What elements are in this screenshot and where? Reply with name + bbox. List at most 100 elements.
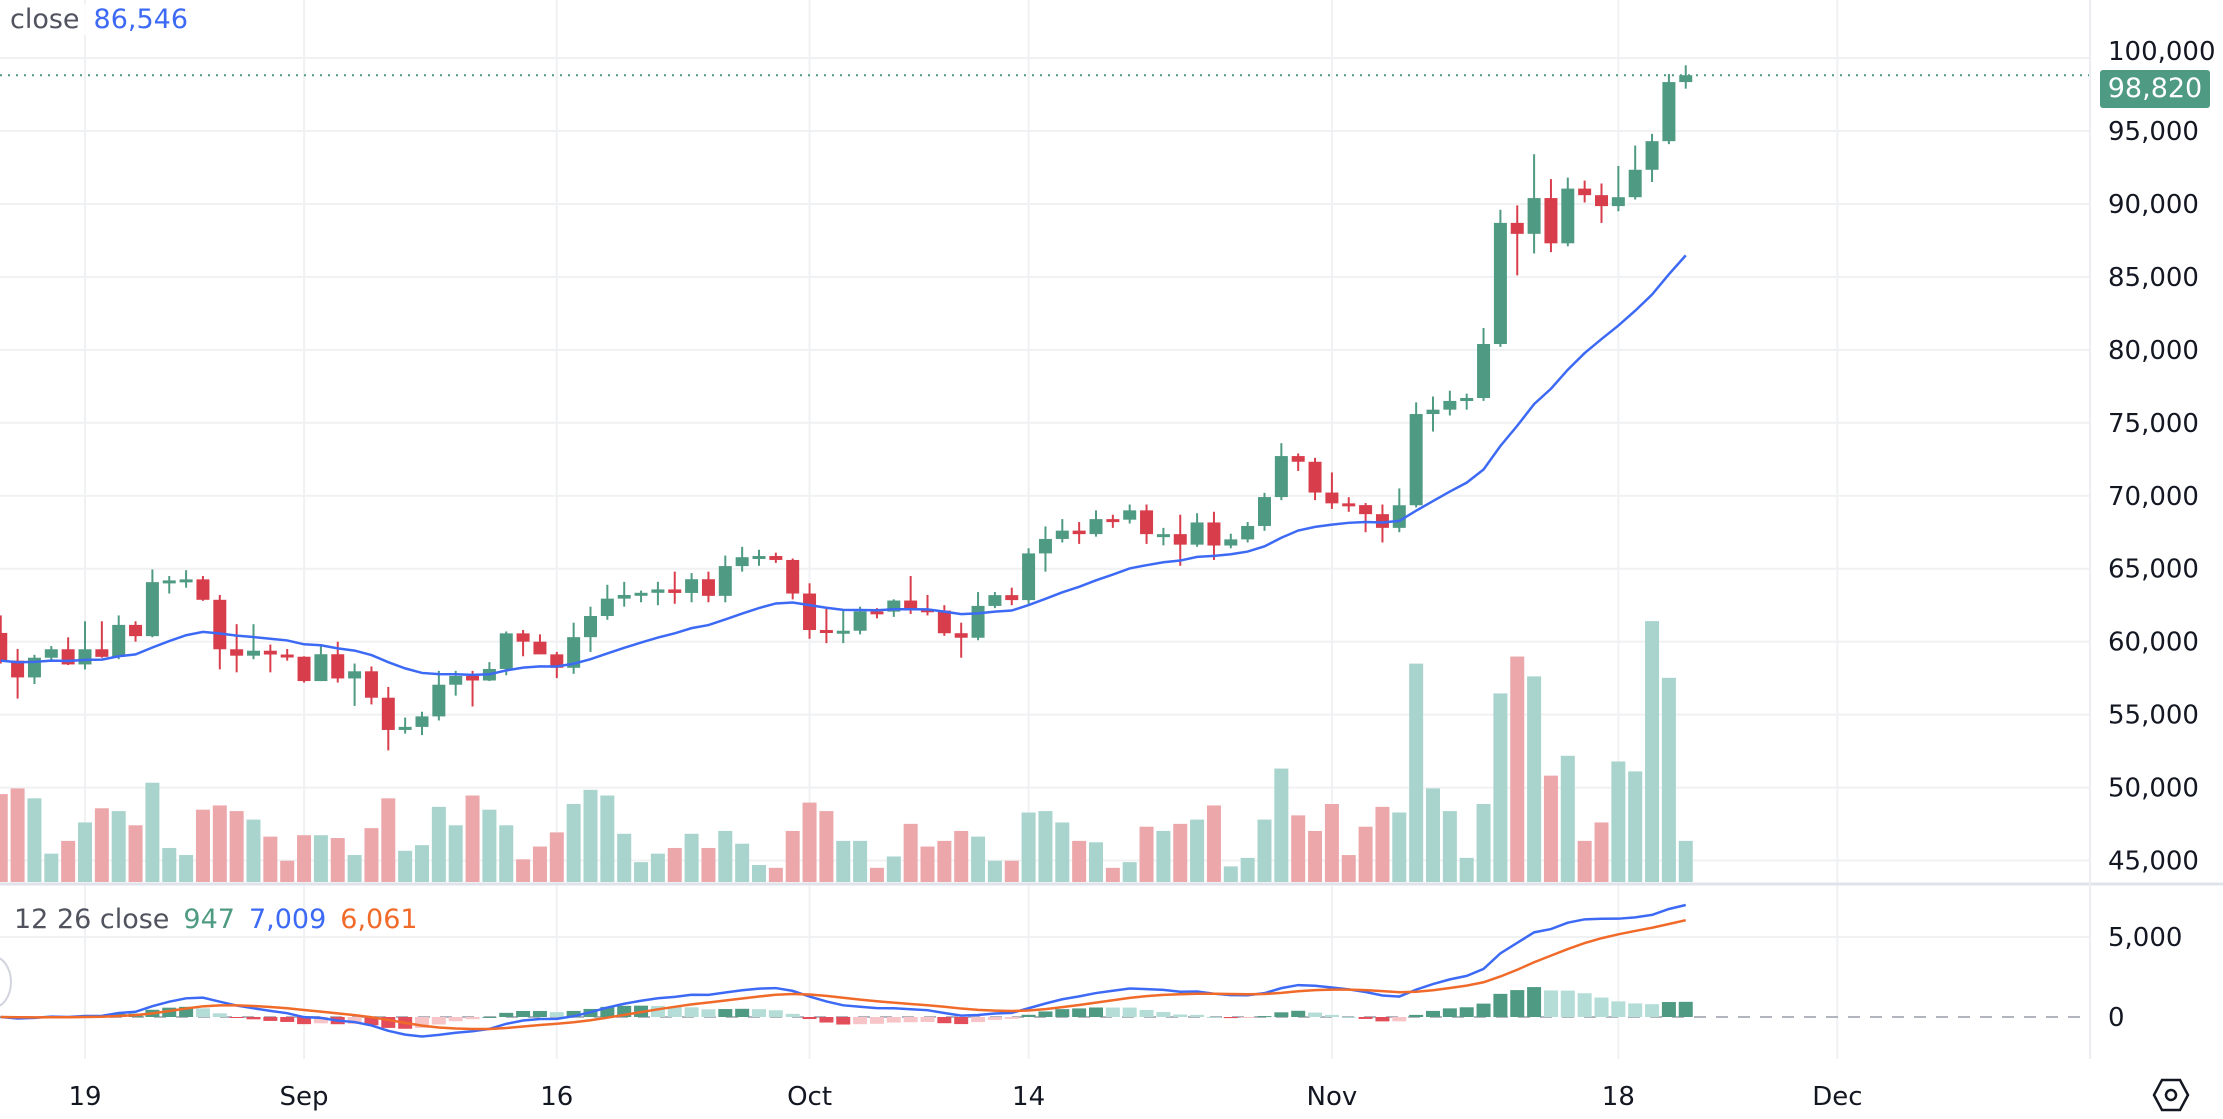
volume-bar	[1021, 812, 1036, 882]
volume-bar	[1426, 788, 1440, 882]
price-axis-label: 85,000	[2108, 263, 2199, 293]
candle	[280, 648, 294, 661]
candle	[634, 590, 648, 603]
volume-bar	[1324, 804, 1339, 882]
volume-bar	[752, 864, 766, 882]
candle	[1274, 443, 1288, 501]
volume-bar	[1223, 866, 1238, 882]
candle	[533, 634, 547, 655]
candle-body	[1325, 492, 1339, 504]
macd-histogram-bar	[1661, 1002, 1676, 1017]
macd-histogram-bar	[297, 1017, 312, 1025]
macd-histogram-bar	[1375, 1017, 1390, 1022]
candle	[971, 592, 985, 641]
candle	[1510, 205, 1524, 276]
volume-bar	[886, 856, 901, 882]
volume-bar	[1611, 761, 1626, 882]
macd-histogram-bar	[1392, 1017, 1407, 1022]
candle	[819, 606, 833, 644]
macd-histogram-bar	[1678, 1001, 1693, 1017]
macd-histogram-bar	[971, 1017, 986, 1023]
candle-body	[1342, 503, 1356, 507]
candle	[348, 663, 362, 706]
candle	[95, 621, 109, 658]
volume-bar	[1392, 812, 1407, 882]
volume-bar	[903, 823, 918, 882]
candle	[11, 648, 25, 699]
candle-body	[550, 654, 564, 668]
volume-bar	[179, 855, 194, 882]
volume-bar	[1628, 771, 1643, 882]
candle	[1409, 402, 1423, 508]
volume-bar	[634, 862, 649, 882]
candle	[1106, 514, 1120, 528]
candle	[499, 631, 513, 676]
macd-histogram-bar	[195, 1008, 210, 1017]
volume-bar	[954, 830, 969, 882]
candle-body	[263, 650, 277, 655]
price-axis-label: 60,000	[2108, 628, 2199, 658]
macd-legend[interactable]: 12 26 close 947 7,009 6,061	[14, 904, 432, 935]
volume-bar	[836, 840, 851, 882]
volume-bar	[1308, 830, 1323, 882]
candle-body	[701, 579, 715, 596]
volume-bar	[1358, 826, 1373, 882]
volume-bar	[330, 838, 345, 882]
macd-histogram-bar	[684, 1007, 699, 1017]
macd-histogram-bar	[1122, 1007, 1137, 1017]
macd-histogram-bar	[886, 1017, 901, 1023]
volume-bar	[145, 782, 160, 882]
candle-body	[432, 684, 446, 717]
candle	[1055, 519, 1069, 543]
candle-body	[247, 650, 260, 656]
macd-histogram-bar	[954, 1017, 969, 1025]
volume-bar	[1560, 755, 1575, 882]
candle-body	[937, 610, 951, 634]
macd-histogram-bar	[1038, 1011, 1053, 1017]
candle	[1325, 472, 1339, 509]
volume-bar	[1257, 819, 1272, 882]
volume-bar	[1527, 676, 1542, 882]
candle-body	[1426, 409, 1440, 415]
candle	[600, 584, 614, 620]
candle	[988, 592, 1002, 609]
macd-axis-label: 0	[2108, 1003, 2125, 1033]
candle-body	[449, 675, 463, 685]
macd-histogram-bar	[735, 1008, 750, 1017]
volume-bar	[1409, 663, 1424, 882]
volume-bar	[1375, 806, 1390, 882]
macd-histogram-bar	[1594, 997, 1609, 1017]
chart-settings-icon[interactable]	[2152, 1076, 2190, 1114]
candle-body	[1662, 82, 1676, 142]
candle-body	[466, 675, 480, 681]
candle-body	[415, 716, 429, 727]
candle	[1477, 327, 1491, 401]
ma-legend[interactable]: close 86,546	[10, 4, 203, 35]
candle	[162, 576, 176, 594]
volume-bar	[465, 795, 480, 882]
candle-body	[533, 641, 547, 655]
volume-bar	[482, 809, 497, 882]
candle	[1038, 526, 1052, 572]
volume-bar	[111, 811, 126, 882]
macd-histogram-bar	[1308, 1012, 1323, 1017]
macd-histogram-bar	[313, 1017, 328, 1024]
candle	[786, 558, 800, 600]
macd-histogram-bar	[381, 1017, 396, 1028]
volume-bar	[853, 840, 868, 882]
macd-histogram-bar	[1055, 1009, 1070, 1017]
volume-bar	[1072, 840, 1087, 882]
candle-body	[1005, 595, 1019, 601]
volume-bar	[1594, 822, 1609, 882]
volume-bar	[1274, 768, 1289, 882]
volume-bar	[195, 809, 210, 882]
candle-body	[1038, 538, 1052, 554]
macd-histogram-bar	[1409, 1014, 1424, 1017]
candle-body	[1359, 505, 1373, 515]
candle	[432, 670, 446, 721]
macd-histogram-bar	[920, 1017, 935, 1022]
candle	[1190, 513, 1204, 547]
volume-bar	[1173, 823, 1188, 882]
candle	[179, 570, 193, 588]
